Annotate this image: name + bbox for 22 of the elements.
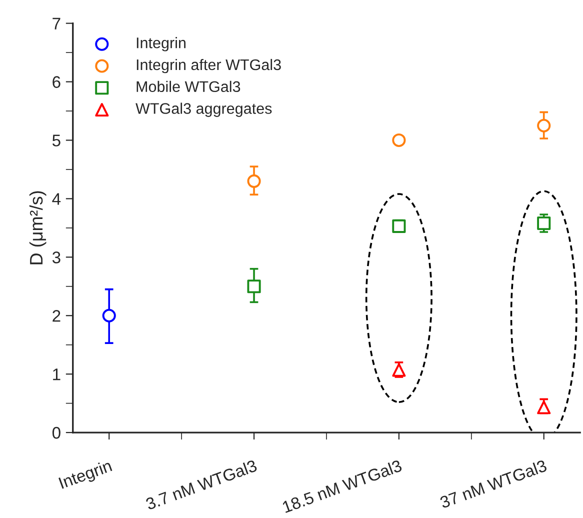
legend-label: WTGal3 aggregates <box>136 102 272 117</box>
y-tick-label: 1 <box>53 368 60 380</box>
point <box>247 174 261 188</box>
y-tick-label: 6 <box>52 76 60 88</box>
y-tick-label: 4 <box>52 193 61 205</box>
legend-label: Mobile WTGal3 <box>136 80 240 92</box>
y-tick-label: 7 <box>52 18 60 30</box>
point <box>247 280 261 294</box>
point <box>537 216 551 230</box>
point <box>102 308 116 322</box>
point <box>392 219 406 233</box>
point <box>537 400 551 414</box>
y-tick-label: 5 <box>52 134 60 146</box>
y-tick-label: 0 <box>52 426 60 439</box>
legend-label: Integrin after WTGal3 <box>136 58 281 74</box>
point <box>392 133 406 148</box>
point <box>537 118 551 132</box>
y-tick-label: 3 <box>52 252 60 264</box>
y-tick-label: 2 <box>52 310 60 322</box>
x-tick-label: Integrin <box>58 459 114 492</box>
legend-label: Integrin <box>136 37 186 52</box>
y-axis-title: D (μm²/s) <box>29 191 46 264</box>
